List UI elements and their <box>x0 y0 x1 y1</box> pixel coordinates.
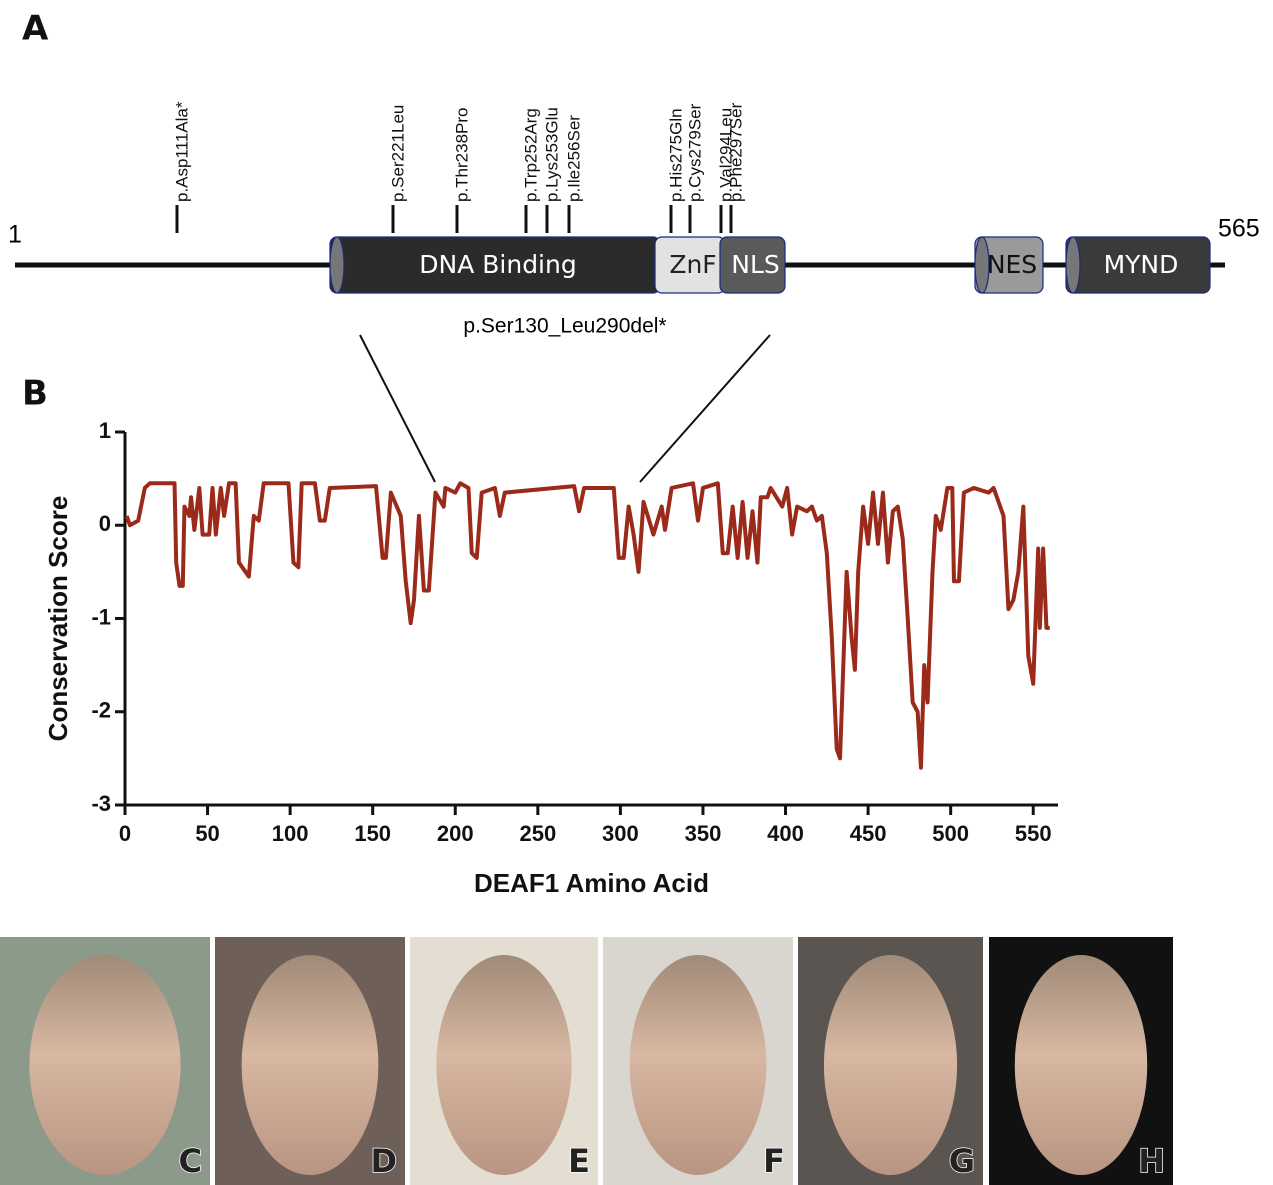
photo-label: F <box>763 1142 785 1180</box>
x-tick-label: 400 <box>767 821 804 846</box>
photo-face <box>824 955 957 1175</box>
domain-end <box>330 237 344 293</box>
domain-label: NLS <box>731 250 780 279</box>
mutation-label: p.His275Gln <box>666 108 685 202</box>
panel-label: A <box>22 9 49 49</box>
photo-label: E <box>568 1142 590 1180</box>
photo-label: C <box>179 1142 202 1180</box>
photo-label: H <box>1138 1142 1165 1180</box>
mutation-label: p.Ile256Ser <box>564 115 583 202</box>
domains: DNA Binding ZnF NLS NES MYND <box>330 237 1210 293</box>
photo-face <box>630 955 767 1175</box>
conservation-chart: 1 0 -1 -2 -3 0 50 100 150 200 250 300 350 400 450 500 55… <box>43 418 1058 898</box>
domain-end <box>1066 237 1080 293</box>
y-axis-label: Conservation Score <box>43 496 73 742</box>
mutation-label: p.Thr238Pro <box>452 108 471 203</box>
x-tick-label: 200 <box>437 821 474 846</box>
x-axis-label: DEAF1 Amino Acid <box>474 868 709 898</box>
mutation-label: p.Trp252Arg <box>521 108 540 202</box>
photo-face <box>436 955 571 1175</box>
photo-label: G <box>949 1142 975 1180</box>
domain-label: NES <box>987 250 1037 279</box>
domain-label: MYND <box>1104 250 1179 279</box>
photo-face <box>29 955 180 1175</box>
x-tick-label: 300 <box>602 821 639 846</box>
photo-face <box>242 955 379 1175</box>
panel-label: B <box>22 374 48 414</box>
conservation-line <box>127 483 1050 767</box>
x-tick-label: 550 <box>1015 821 1052 846</box>
domain-label: DNA Binding <box>419 250 576 279</box>
y-tick-label: -3 <box>91 791 111 816</box>
sequence-end: 565 <box>1218 215 1260 243</box>
x-tick-label: 350 <box>685 821 722 846</box>
y-tick-label: 0 <box>99 511 111 536</box>
figure: A B 1 565 p.Ser130_Leu290del* DNA Bindin… <box>0 0 1273 1185</box>
x-tick-label: 500 <box>932 821 969 846</box>
x-tick-label: 0 <box>119 821 131 846</box>
mutation-label: p.Lys253Glu <box>542 107 561 202</box>
mutation-label: p.Phe297Ser <box>726 102 745 202</box>
zoom-line <box>640 335 770 482</box>
photo-label: D <box>370 1142 397 1180</box>
y-tick-label: 1 <box>99 418 111 443</box>
x-tick-label: 100 <box>272 821 309 846</box>
x-tick-label: 150 <box>354 821 391 846</box>
sequence-start: 1 <box>8 221 22 249</box>
x-tick-label: 250 <box>519 821 556 846</box>
y-tick-label: -1 <box>91 604 111 629</box>
x-tick-label: 450 <box>850 821 887 846</box>
mutations: p.Asp111Ala* p.Ser221Leu p.Thr238Pro p.Trp2… <box>172 101 745 233</box>
mutation-label: p.Asp111Ala* <box>172 101 191 202</box>
domain-label: ZnF <box>669 250 716 279</box>
deletion-label: p.Ser130_Leu290del* <box>463 315 666 338</box>
x-tick-label: 50 <box>195 821 219 846</box>
photos: C D E F G H <box>0 937 1173 1185</box>
zoom-line <box>360 335 435 482</box>
mutation-label: p.Ser221Leu <box>388 105 407 202</box>
mutation-label: p.Cys279Ser <box>685 103 704 202</box>
photo-face <box>1015 955 1147 1175</box>
y-tick-label: -2 <box>91 698 111 723</box>
